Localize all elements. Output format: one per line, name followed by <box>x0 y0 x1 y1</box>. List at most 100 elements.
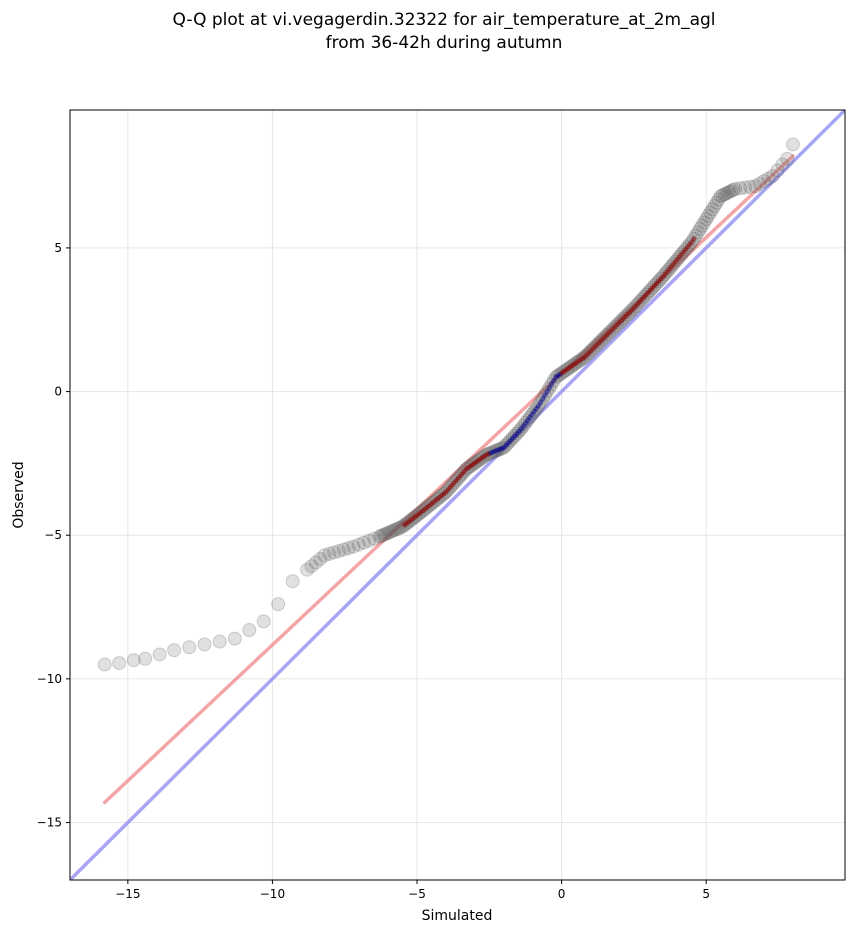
qq-point <box>775 157 790 172</box>
y-tick-label: 5 <box>54 241 62 255</box>
qq-point <box>256 614 271 629</box>
qq-point <box>728 182 743 197</box>
qq-point <box>723 184 738 199</box>
qq-point-core <box>546 385 552 391</box>
qq-point-core <box>551 378 557 384</box>
qq-point-core <box>544 389 550 395</box>
qq-point <box>271 597 286 612</box>
qq-point <box>385 524 400 539</box>
qq-point <box>761 171 776 186</box>
qq-point <box>752 176 767 191</box>
qq-point <box>699 212 714 227</box>
qq-points <box>97 137 800 672</box>
qq-point <box>212 634 227 649</box>
qq-point <box>152 647 167 662</box>
grid <box>70 110 845 880</box>
qq-point <box>112 656 127 671</box>
qq-point <box>374 528 389 543</box>
qq-point <box>701 208 716 223</box>
qq-point <box>743 179 758 194</box>
qq-point <box>733 181 748 196</box>
identity-line <box>70 110 845 880</box>
qq-point <box>713 189 728 204</box>
qq-point-core <box>542 392 548 398</box>
qq-point <box>182 640 197 655</box>
qq-point <box>300 562 315 577</box>
qq-point <box>331 544 346 559</box>
qq-point <box>389 522 404 537</box>
qq-point <box>721 185 736 200</box>
qq-point <box>308 555 323 570</box>
qq-point <box>780 151 795 166</box>
qq-point-core <box>540 396 546 402</box>
qq-point <box>695 218 710 233</box>
qq-point <box>719 186 734 201</box>
qq-point <box>707 199 722 214</box>
qq-point <box>697 215 712 230</box>
qq-point <box>726 183 741 198</box>
qq-point <box>304 559 319 574</box>
qq-point <box>391 521 406 536</box>
qq-point <box>717 187 732 202</box>
chart-title-line2: from 36-42h during autumn <box>326 33 563 53</box>
plot-frame <box>69 109 846 881</box>
qq-point <box>242 623 257 638</box>
x-axis-ticks: −15 −10 −5 0 5 <box>115 880 710 901</box>
qq-point <box>748 179 763 194</box>
qq-point <box>785 137 800 152</box>
qq-point <box>327 545 342 560</box>
qq-point <box>770 163 785 178</box>
qq-point <box>715 188 730 203</box>
qq-point <box>197 637 212 652</box>
qq-point-core <box>548 381 554 387</box>
qq-point <box>227 631 242 646</box>
qq-point <box>285 574 300 589</box>
x-tick-label: 0 <box>558 887 566 901</box>
qq-point-core <box>535 403 541 409</box>
qq-point-core <box>538 399 544 405</box>
qq-point <box>313 551 328 566</box>
qq-point <box>322 546 337 561</box>
qq-point <box>738 180 753 195</box>
y-axis-label: Observed <box>11 461 27 528</box>
qq-point <box>378 526 393 541</box>
qq-point <box>336 542 351 557</box>
y-tick-label: −15 <box>37 816 62 830</box>
qq-point <box>317 548 332 563</box>
qq-point <box>380 526 395 541</box>
qq-point <box>705 202 720 217</box>
qq-point <box>97 657 112 672</box>
x-axis-label: Simulated <box>422 908 493 924</box>
qq-point <box>709 195 724 210</box>
qq-point <box>138 651 153 666</box>
qq-point <box>372 529 387 544</box>
x-tick-label: −10 <box>260 887 285 901</box>
qq-point <box>765 169 780 184</box>
qq-point <box>692 222 707 237</box>
qq-point <box>167 643 182 658</box>
qq-point <box>356 535 371 550</box>
qq-point <box>367 531 382 546</box>
qq-point <box>346 539 361 554</box>
fit-line <box>102 154 795 805</box>
qq-point <box>126 653 141 668</box>
qq-point <box>757 174 772 189</box>
qq-point <box>387 523 402 538</box>
qq-point <box>351 537 366 552</box>
chart-title-line1: Q-Q plot at vi.vegagerdin.32322 for air_… <box>172 10 715 30</box>
qq-point-core <box>691 236 697 242</box>
y-axis-ticks: −15 −10 −5 0 5 <box>37 241 70 830</box>
y-tick-label: 0 <box>54 385 62 399</box>
qq-point <box>711 192 726 207</box>
y-tick-label: −5 <box>44 528 62 542</box>
qq-point <box>382 525 397 540</box>
x-tick-label: 5 <box>702 887 710 901</box>
y-tick-label: −10 <box>37 672 62 686</box>
qq-point <box>362 533 377 548</box>
qq-point <box>341 541 356 556</box>
qq-point <box>703 205 718 220</box>
x-tick-label: −15 <box>115 887 140 901</box>
x-tick-label: −5 <box>408 887 426 901</box>
qq-point <box>690 225 705 240</box>
